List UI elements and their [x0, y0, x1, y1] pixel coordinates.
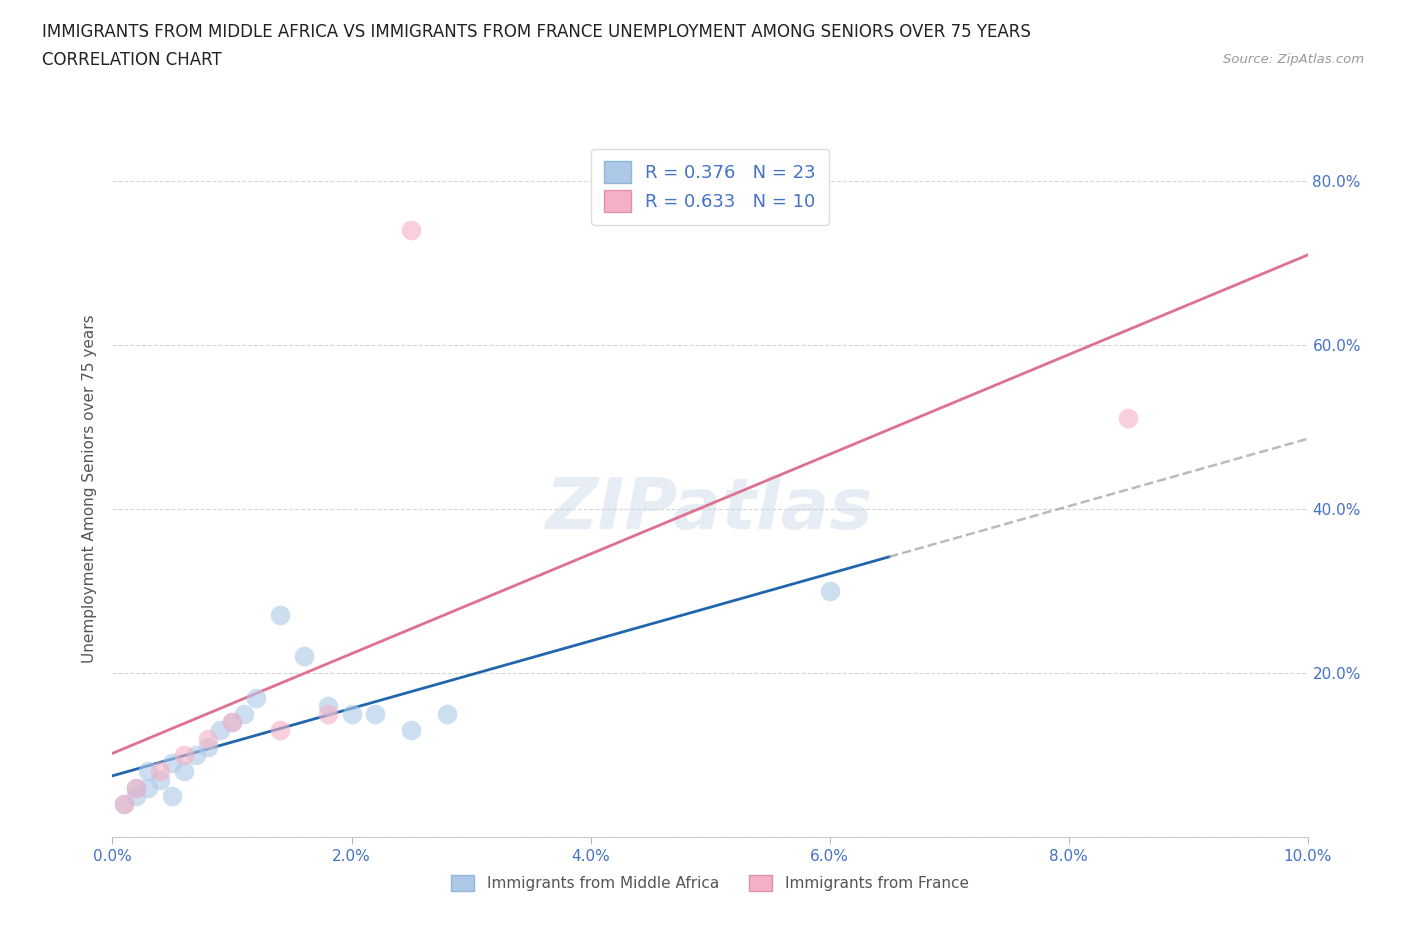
Point: [221, 714, 243, 729]
Point: [818, 583, 841, 598]
Point: [208, 723, 231, 737]
Point: [114, 797, 135, 812]
Point: [401, 723, 423, 737]
Point: [245, 690, 267, 705]
Point: [401, 222, 423, 237]
Text: CORRELATION CHART: CORRELATION CHART: [42, 51, 222, 69]
Point: [138, 764, 160, 778]
Y-axis label: Unemployment Among Seniors over 75 years: Unemployment Among Seniors over 75 years: [82, 314, 97, 662]
Point: [269, 723, 291, 737]
Point: [173, 764, 195, 778]
Point: [197, 739, 219, 754]
Point: [149, 764, 172, 778]
Point: [162, 789, 183, 804]
Point: [125, 780, 148, 795]
Point: [186, 748, 208, 763]
Point: [114, 797, 135, 812]
Point: [173, 748, 195, 763]
Point: [125, 789, 148, 804]
Text: Source: ZipAtlas.com: Source: ZipAtlas.com: [1223, 53, 1364, 66]
Point: [292, 649, 315, 664]
Point: [316, 707, 339, 722]
Point: [125, 780, 148, 795]
Point: [316, 698, 339, 713]
Point: [197, 731, 219, 746]
Point: [364, 707, 387, 722]
Point: [232, 707, 256, 722]
Point: [436, 707, 458, 722]
Text: IMMIGRANTS FROM MIDDLE AFRICA VS IMMIGRANTS FROM FRANCE UNEMPLOYMENT AMONG SENIO: IMMIGRANTS FROM MIDDLE AFRICA VS IMMIGRA…: [42, 23, 1031, 41]
Point: [138, 780, 160, 795]
Legend: Immigrants from Middle Africa, Immigrants from France: Immigrants from Middle Africa, Immigrant…: [444, 868, 976, 899]
Point: [162, 756, 183, 771]
Point: [340, 707, 363, 722]
Point: [221, 714, 243, 729]
Point: [149, 772, 172, 787]
Point: [269, 608, 291, 623]
Text: ZIPatlas: ZIPatlas: [547, 474, 873, 544]
Point: [1118, 411, 1140, 426]
